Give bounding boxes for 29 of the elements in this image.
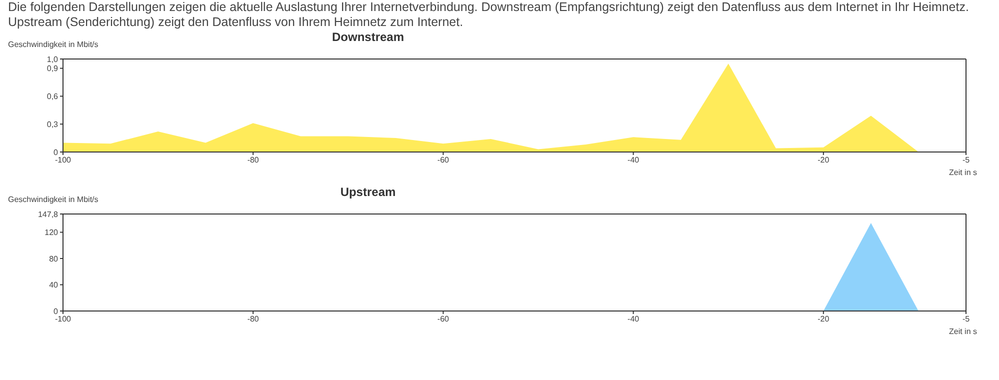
x-axis-title: Zeit in s xyxy=(948,168,978,177)
y-tick-label: 1,0 xyxy=(46,54,59,64)
x-tick-label: -100 xyxy=(54,156,72,165)
y-tick-label: 0,9 xyxy=(46,64,59,74)
y-tick-label: 120 xyxy=(44,228,59,238)
x-tick-label: -40 xyxy=(628,314,640,324)
x-tick-label: -80 xyxy=(247,314,260,324)
y-tick-label: 0,3 xyxy=(46,120,59,129)
y-axis-title: Geschwindigkeit in Mbit/s xyxy=(8,195,98,204)
x-tick-label: -20 xyxy=(818,314,830,324)
x-tick-label: -5 xyxy=(962,314,970,324)
x-tick-label: -80 xyxy=(247,156,260,165)
y-axis-title: Geschwindigkeit in Mbit/s xyxy=(8,40,98,49)
x-tick-label: -5 xyxy=(962,156,970,165)
x-tick-label: -20 xyxy=(818,156,830,165)
y-tick-label: 0 xyxy=(54,306,59,316)
x-tick-label: -60 xyxy=(437,156,450,165)
text: Die folgenden Darstellungen zeigen die aktuelle Auslastung Ihrer Internetverbindung. Downstream (Empfangsrichtung) zeigt den Datenfluss aus dem Internet in Ihr Heimnetz. Upstream (Senderichtung) zeigt den Datenfluss von Ihrem Heimnetz zum Internet. xyxy=(8,0,970,30)
x-tick-label: -40 xyxy=(628,156,640,165)
chart-title: Upstream xyxy=(339,185,397,199)
chart-title: Downstream xyxy=(330,30,406,44)
y-tick-label: 0,6 xyxy=(46,92,59,102)
y-tick-label: 40 xyxy=(49,280,59,290)
y-tick-label: 0 xyxy=(54,148,59,157)
y-tick-label: 147,8 xyxy=(38,210,59,219)
x-tick-label: -60 xyxy=(437,314,450,324)
x-axis-title: Zeit in s xyxy=(948,327,978,336)
x-tick-label: -100 xyxy=(54,314,72,324)
y-tick-label: 80 xyxy=(49,254,59,264)
